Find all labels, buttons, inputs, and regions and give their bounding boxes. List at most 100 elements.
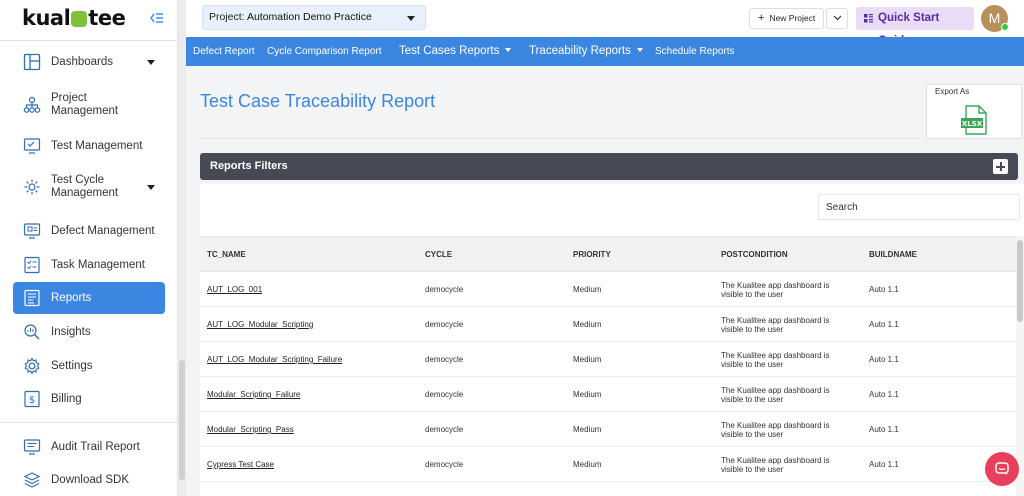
column-header-priority[interactable]: PRIORITY	[573, 250, 611, 259]
sidebar-item-reports[interactable]: Reports	[13, 282, 165, 314]
reports-filters-bar[interactable]: Reports Filters	[200, 153, 1018, 180]
table-row: Modular_Scripting_Pass democycle Medium …	[200, 412, 1016, 447]
report-nav-traceability-reports[interactable]: Traceability Reports	[529, 37, 643, 66]
tc-name-link[interactable]: Modular_Scripting_Pass	[207, 425, 294, 434]
cycle-cell: democycle	[425, 460, 464, 469]
sidebar-item-label: Test Cycle Management	[51, 174, 119, 199]
billing-dollar-icon: $	[24, 390, 40, 408]
defect-monitor-icon	[23, 223, 41, 239]
sidebar-item-defect-management[interactable]: Defect Management	[13, 217, 165, 245]
sidebar-item-label: Audit Trail Report	[51, 441, 140, 453]
sidebar-item-project-management[interactable]: Project Management	[13, 88, 165, 122]
xlsx-export-icon[interactable]: XLSX	[960, 105, 988, 135]
chevron-down-icon	[147, 185, 155, 190]
column-header-tc-name[interactable]: TC_NAME	[207, 250, 246, 259]
main-content: Test Case Traceability Report Export As …	[186, 66, 1024, 496]
tc-name-link[interactable]: Modular_Scripting_Failure	[207, 390, 301, 399]
table-scrollbar[interactable]	[1016, 236, 1024, 496]
buildname-cell: Auto 1.1	[869, 285, 899, 294]
postcondition-cell: The Kualitee app dashboard is visible to…	[721, 281, 830, 299]
sidebar-item-label: Project Management	[51, 92, 119, 117]
search-input[interactable]	[818, 194, 1020, 220]
traceability-table: TC_NAME CYCLE PRIORITY POSTCONDITION BUI…	[200, 236, 1016, 482]
export-label: Export As	[935, 87, 970, 96]
table-row: AUT_LOG_Modular_Scripting_Failure democy…	[200, 342, 1016, 377]
test-monitor-icon	[23, 138, 41, 154]
new-project-dropdown-button[interactable]	[826, 8, 848, 29]
tc-name-link[interactable]: AUT_LOG_Modular_Scripting	[207, 320, 314, 329]
column-header-postcondition[interactable]: POSTCONDITION	[721, 250, 788, 259]
priority-cell: Medium	[573, 425, 602, 434]
sidebar-item-settings[interactable]: Settings	[13, 353, 165, 379]
insights-magnifier-icon	[24, 324, 40, 340]
logo-owl-icon	[71, 11, 88, 27]
tc-name-link[interactable]: Cypress Test Case	[207, 460, 274, 469]
table-row: AUT_LOG_Modular_Scripting democycle Medi…	[200, 307, 1016, 342]
avatar[interactable]: M	[981, 5, 1009, 32]
expand-filters-plus-icon[interactable]	[993, 159, 1008, 174]
chat-support-button[interactable]	[985, 452, 1019, 486]
sidebar-item-insights[interactable]: Insights	[13, 319, 165, 345]
cycle-cell: democycle	[425, 390, 464, 399]
sidebar-item-task-management[interactable]: Task Management	[13, 251, 165, 279]
sidebar-item-dashboards[interactable]: Dashboards	[13, 48, 165, 76]
new-project-button[interactable]: + New Project	[749, 8, 824, 29]
postcondition-cell: The Kualitee app dashboard is visible to…	[721, 351, 830, 369]
chevron-down-icon	[407, 16, 415, 21]
export-panel: Export As XLSX	[926, 84, 1022, 139]
sidebar-item-label: Insights	[51, 326, 91, 338]
sidebar-item-billing[interactable]: $ Billing	[13, 386, 165, 412]
collapse-sidebar-icon[interactable]	[148, 10, 164, 26]
sidebar-item-test-cycle-management[interactable]: Test Cycle Management	[13, 170, 165, 204]
scrollbar-thumb[interactable]	[179, 360, 185, 480]
reports-filters-title: Reports Filters	[210, 160, 288, 172]
divider	[0, 422, 178, 423]
column-header-cycle[interactable]: CYCLE	[425, 250, 453, 259]
divider	[200, 138, 920, 139]
sidebar-scrollbar[interactable]	[178, 0, 186, 496]
kualitee-logo[interactable]: kual tee	[22, 6, 126, 30]
new-project-label: New Project	[769, 13, 816, 23]
quick-start-guide-button[interactable]: Quick Start Guide	[856, 7, 974, 47]
sidebar-item-audit-trail-report[interactable]: Audit Trail Report	[13, 434, 165, 460]
divider	[0, 40, 178, 41]
priority-cell: Medium	[573, 285, 602, 294]
sidebar-item-label: Dashboards	[51, 56, 114, 68]
sidebar-item-label: Settings	[51, 360, 93, 372]
postcondition-cell: The Kualitee app dashboard is visible to…	[721, 456, 830, 474]
postcondition-cell: The Kualitee app dashboard is visible to…	[721, 421, 830, 439]
sidebar-item-download-sdk[interactable]: Download SDK	[13, 467, 165, 493]
buildname-cell: Auto 1.1	[869, 390, 899, 399]
sidebar-item-label: Defect Management	[51, 225, 155, 237]
project-select[interactable]: Project: Automation Demo Practice	[202, 5, 426, 30]
chevron-down-icon	[505, 48, 512, 52]
report-nav-test-cases-reports[interactable]: Test Cases Reports	[399, 37, 512, 66]
report-table-card: TC_NAME CYCLE PRIORITY POSTCONDITION BUI…	[200, 184, 1024, 496]
priority-cell: Medium	[573, 355, 602, 364]
report-nav-schedule-reports[interactable]: Schedule Reports	[655, 46, 735, 57]
sidebar-item-test-management[interactable]: Test Management	[13, 132, 165, 160]
online-status-dot	[1001, 23, 1009, 31]
column-header-buildname[interactable]: BUILDNAME	[869, 250, 917, 259]
scrollbar-thumb[interactable]	[1017, 240, 1023, 322]
tc-name-link[interactable]: AUT_LOG_Modular_Scripting_Failure	[207, 355, 343, 364]
reports-icon	[24, 289, 40, 307]
report-nav-defect-report[interactable]: Defect Report	[193, 46, 255, 57]
cycle-gear-icon	[24, 179, 40, 195]
priority-cell: Medium	[573, 390, 602, 399]
tc-name-link[interactable]: AUT_LOG_001	[207, 285, 263, 294]
postcondition-cell: The Kualitee app dashboard is visible to…	[721, 316, 830, 334]
grid-icon	[864, 14, 873, 23]
buildname-cell: Auto 1.1	[869, 355, 899, 364]
svg-text:$: $	[29, 395, 35, 406]
dashboard-icon	[23, 53, 41, 71]
chevron-down-icon	[833, 15, 842, 21]
page-title: Test Case Traceability Report	[200, 91, 436, 111]
report-nav-cycle-comparison-report[interactable]: Cycle Comparison Report	[267, 46, 382, 57]
sidebar-item-label: Reports	[51, 292, 92, 304]
priority-cell: Medium	[573, 460, 602, 469]
chevron-down-icon	[147, 60, 155, 65]
layers-icon	[23, 472, 41, 488]
priority-cell: Medium	[573, 320, 602, 329]
cycle-cell: democycle	[425, 425, 464, 434]
